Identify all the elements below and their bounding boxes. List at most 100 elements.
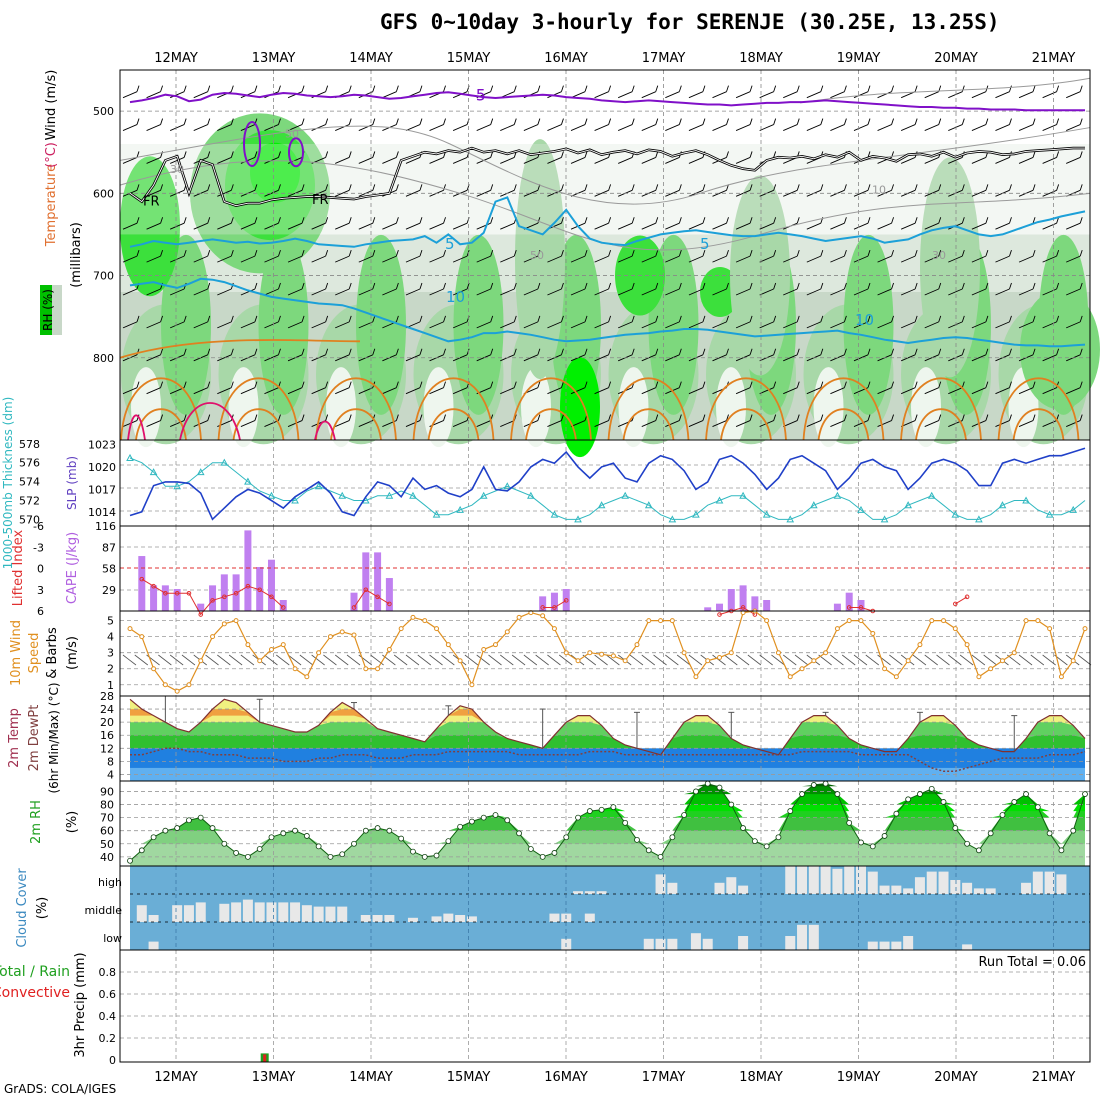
cloud-middle-bar [278, 902, 289, 922]
wind-barb-flag [537, 217, 541, 224]
wind-barb [570, 157, 586, 164]
wind-barb-flag [1032, 381, 1036, 388]
wind-barb [1042, 387, 1057, 395]
slp-tick-1017: 1017 [88, 483, 116, 496]
wind-barb [500, 420, 515, 427]
rh-blob [843, 234, 894, 415]
cloud-high-bar [973, 888, 984, 894]
surface-barb [747, 654, 762, 666]
wind-barb [122, 157, 138, 164]
hot-contours [127, 402, 336, 441]
li-marker [740, 605, 746, 610]
ylabel-2m-dewpt: 2m DewPt [27, 705, 42, 772]
wind-barb-flag [561, 282, 564, 290]
date-bottom-12MAY: 12MAY [154, 1070, 198, 1085]
contour-label: FR [143, 195, 160, 210]
wind-barb-flag [301, 217, 305, 224]
wind-barb-flag [608, 381, 612, 388]
cape-bar [374, 552, 382, 611]
wind-barb [240, 255, 256, 263]
wind-barb [1018, 91, 1034, 99]
wind-barb-flag [867, 151, 871, 158]
grads-credit: GrADS: COLA/IGES [4, 1082, 117, 1096]
wind-barb [594, 387, 609, 395]
date-top-19MAY: 19MAY [837, 51, 881, 66]
wind-barb-flag [985, 118, 989, 125]
wind-barb-flag [136, 315, 140, 323]
wind-barb [547, 387, 562, 395]
thickness-marker [833, 491, 842, 499]
wind-barb-flag [419, 414, 423, 421]
thickness-marker [927, 491, 936, 499]
rh-marker [174, 825, 181, 831]
wind-barb [995, 255, 1010, 263]
wind-barb-flag [867, 315, 871, 323]
wind-barb [335, 387, 350, 395]
wind-barb-flag [419, 282, 423, 290]
li-marker [210, 598, 215, 603]
rh-marker [751, 838, 758, 845]
rh-marker [327, 853, 334, 860]
cape-bar [173, 589, 181, 611]
cloud-high-bar [726, 877, 737, 894]
wind-barb-flag [278, 118, 281, 125]
cloud-low-bar [702, 938, 713, 950]
cloud-middle-bar [443, 913, 454, 922]
wind-barb [618, 222, 633, 230]
wind-barb [971, 91, 987, 99]
wind-barb-flag [773, 282, 777, 290]
wind-barb-flag [773, 118, 777, 125]
wind-barb [405, 387, 421, 395]
pressure-tick-600: 600 [93, 187, 114, 200]
wind-barb [618, 124, 633, 131]
cloud-high-bar [903, 888, 914, 894]
wind-barb [1066, 124, 1081, 131]
wind-barb-flag [348, 217, 352, 224]
wind-barb-flag [325, 315, 329, 323]
wind-barb [877, 288, 892, 296]
wind-barb-flag [278, 315, 281, 323]
wind-barb [618, 321, 633, 329]
thickness-marker [621, 491, 630, 499]
wind-barb-flag [1009, 282, 1012, 290]
wind-barb-flag [230, 348, 234, 355]
wind-barb-flag [419, 118, 423, 125]
wind-barb [570, 255, 586, 263]
wind-speed-marker [952, 626, 958, 632]
thickness-marker [479, 491, 488, 499]
rh-blob [1020, 289, 1100, 410]
wind-barb-flag [561, 315, 564, 323]
wind-barb-flag [183, 118, 187, 125]
wind-barb-flag [678, 315, 682, 323]
rh-marker [693, 788, 699, 795]
wind-barb-flag [1056, 249, 1060, 257]
surface-barb [393, 654, 408, 666]
wind-barb [476, 354, 491, 362]
wind-barb-flag [278, 184, 281, 191]
wind-barb [452, 124, 468, 131]
wind-barb-flag [914, 217, 918, 224]
wind-barb-flag [348, 381, 352, 388]
rh-marker [822, 780, 829, 787]
cape-bar [833, 603, 841, 611]
wind-barb-flag [278, 85, 281, 92]
cloud-tick-low: low [103, 932, 122, 945]
wind-speed-marker [469, 682, 475, 688]
date-bottom-14MAY: 14MAY [349, 1070, 393, 1085]
wind-barb-flag [490, 282, 494, 290]
cloud-high-bar [797, 866, 808, 894]
isotherm-15 [510, 377, 592, 441]
rh-marker [987, 830, 994, 837]
rh-marker [197, 814, 204, 821]
wind-speed-marker [280, 642, 286, 648]
wind-barb [547, 420, 562, 427]
wind-barb-flag [631, 217, 635, 224]
cape-bar [244, 530, 252, 611]
wind-barb [217, 124, 232, 131]
isotherm-15 [217, 377, 300, 441]
wind-barb [641, 222, 656, 230]
wind-barb-flag [843, 184, 847, 191]
wind-barb [853, 222, 869, 230]
rh-marker [905, 796, 912, 803]
wind-barb [806, 420, 822, 427]
